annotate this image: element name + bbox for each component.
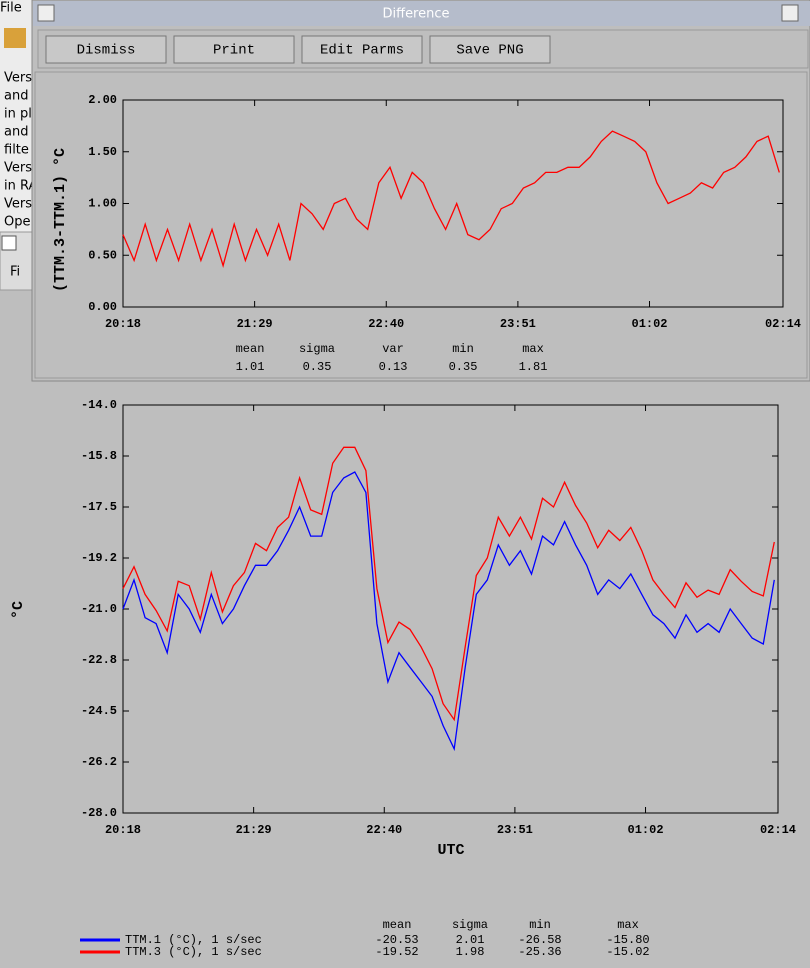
y-tick-label: 1.50: [88, 145, 117, 159]
x-tick-label: 21:29: [236, 823, 272, 837]
legend-label: TTM.3 (°C), 1 s/sec: [125, 945, 262, 959]
stats-value: -15.80: [606, 933, 649, 947]
left-text-line: and: [4, 125, 28, 140]
window-title: Difference: [382, 7, 449, 22]
stats-header: var: [382, 342, 404, 356]
y-tick-label: 0.00: [88, 300, 117, 314]
y-axis-label: °C: [10, 601, 27, 619]
x-tick-label: 22:40: [366, 823, 402, 837]
y-tick-label: 0.50: [88, 248, 117, 262]
x-tick-label: 01:02: [628, 823, 664, 837]
left-text-line: in RA: [4, 179, 37, 194]
buttons: Dismiss Print Edit Parms Save PNG: [45, 35, 551, 64]
y-tick-label: -21.0: [81, 602, 117, 616]
x-tick-label: 22:40: [368, 317, 404, 331]
x-axis-label: UTC: [437, 842, 464, 859]
stats-value: 1.98: [456, 945, 485, 959]
stats-value: -15.02: [606, 945, 649, 959]
left-text-line: Ope: [4, 215, 30, 230]
button[interactable]: Print: [173, 35, 295, 64]
stats-header: max: [522, 342, 544, 356]
stats-value: 0.13: [379, 360, 408, 374]
button[interactable]: Save PNG: [429, 35, 551, 64]
stats-value: -26.58: [518, 933, 561, 947]
button-label[interactable]: Save PNG: [456, 43, 523, 59]
stats-header: min: [529, 918, 551, 932]
button-label[interactable]: Print: [213, 43, 255, 59]
button-face[interactable]: [173, 35, 295, 64]
x-tick-label: 23:51: [500, 317, 536, 331]
close-button[interactable]: [781, 4, 799, 22]
left-text-line: and: [4, 89, 28, 104]
button-label[interactable]: Dismiss: [77, 43, 136, 59]
window-menu-button[interactable]: [37, 4, 55, 22]
button[interactable]: Edit Parms: [301, 35, 423, 64]
series-line: [122, 471, 775, 752]
y-tick-label: -17.5: [81, 500, 117, 514]
stats-value: -25.36: [518, 945, 561, 959]
left-text-line: Vers: [4, 197, 32, 212]
tab-label[interactable]: Fi: [10, 265, 20, 280]
stats-value: 1.81: [519, 360, 548, 374]
y-tick-label: -15.8: [81, 449, 117, 463]
y-tick-label: -28.0: [81, 806, 117, 820]
stats-value: -20.53: [375, 933, 418, 947]
charts: 0.00 0.50 1.00 1.50 2.00 20:18 21:29 22:40 23:51…: [10, 93, 801, 959]
y-tick-label: 1.00: [88, 197, 117, 211]
legend-label: TTM.1 (°C), 1 s/sec: [125, 933, 262, 947]
title-bar: [33, 1, 810, 26]
stats-value: 0.35: [449, 360, 478, 374]
stats-value: 0.35: [303, 360, 332, 374]
x-tick-label: 02:14: [765, 317, 801, 331]
button-label[interactable]: Edit Parms: [320, 43, 404, 59]
y-tick-label: -14.0: [81, 398, 117, 412]
plot-frame: [34, 71, 808, 379]
folder-icon[interactable]: [4, 28, 26, 48]
left-text: Vers and in pl and filte Vers in RA Vers Ope: [4, 71, 37, 230]
stats-header: sigma: [452, 918, 488, 932]
series-line: [122, 130, 780, 268]
subwindow-button[interactable]: [1, 235, 17, 251]
button-face[interactable]: [45, 35, 167, 64]
y-tick-label: -26.2: [81, 755, 117, 769]
x-tick-label: 23:51: [497, 823, 533, 837]
y-tick-label: -22.8: [81, 653, 117, 667]
button-face[interactable]: [429, 35, 551, 64]
stats-value: 1.01: [236, 360, 265, 374]
stats-header: mean: [383, 918, 412, 932]
x-tick-label: 20:18: [105, 823, 141, 837]
button[interactable]: Dismiss: [45, 35, 167, 64]
y-tick-label: -19.2: [81, 551, 117, 565]
y-axis-label: (TTM.3-TTM.1) °C: [52, 148, 69, 292]
left-text-line: filte: [4, 143, 29, 158]
x-tick-label: 01:02: [632, 317, 668, 331]
stats-value: -19.52: [375, 945, 418, 959]
stats-header: min: [452, 342, 474, 356]
x-tick-label: 20:18: [105, 317, 141, 331]
stats-header: max: [617, 918, 639, 932]
left-text-line: in pl: [4, 107, 32, 122]
stats-header: mean: [236, 342, 265, 356]
button-face[interactable]: [301, 35, 423, 64]
series-line: [122, 446, 775, 722]
x-tick-label: 02:14: [760, 823, 796, 837]
x-tick-label: 21:29: [237, 317, 273, 331]
menu-file[interactable]: File: [0, 1, 22, 16]
left-text-line: Vers: [4, 161, 32, 176]
stats-value: 2.01: [456, 933, 485, 947]
y-tick-label: -24.5: [81, 704, 117, 718]
button-bar: [37, 29, 809, 69]
left-text-line: Vers: [4, 71, 32, 86]
stats-header: sigma: [299, 342, 335, 356]
y-tick-label: 2.00: [88, 93, 117, 107]
